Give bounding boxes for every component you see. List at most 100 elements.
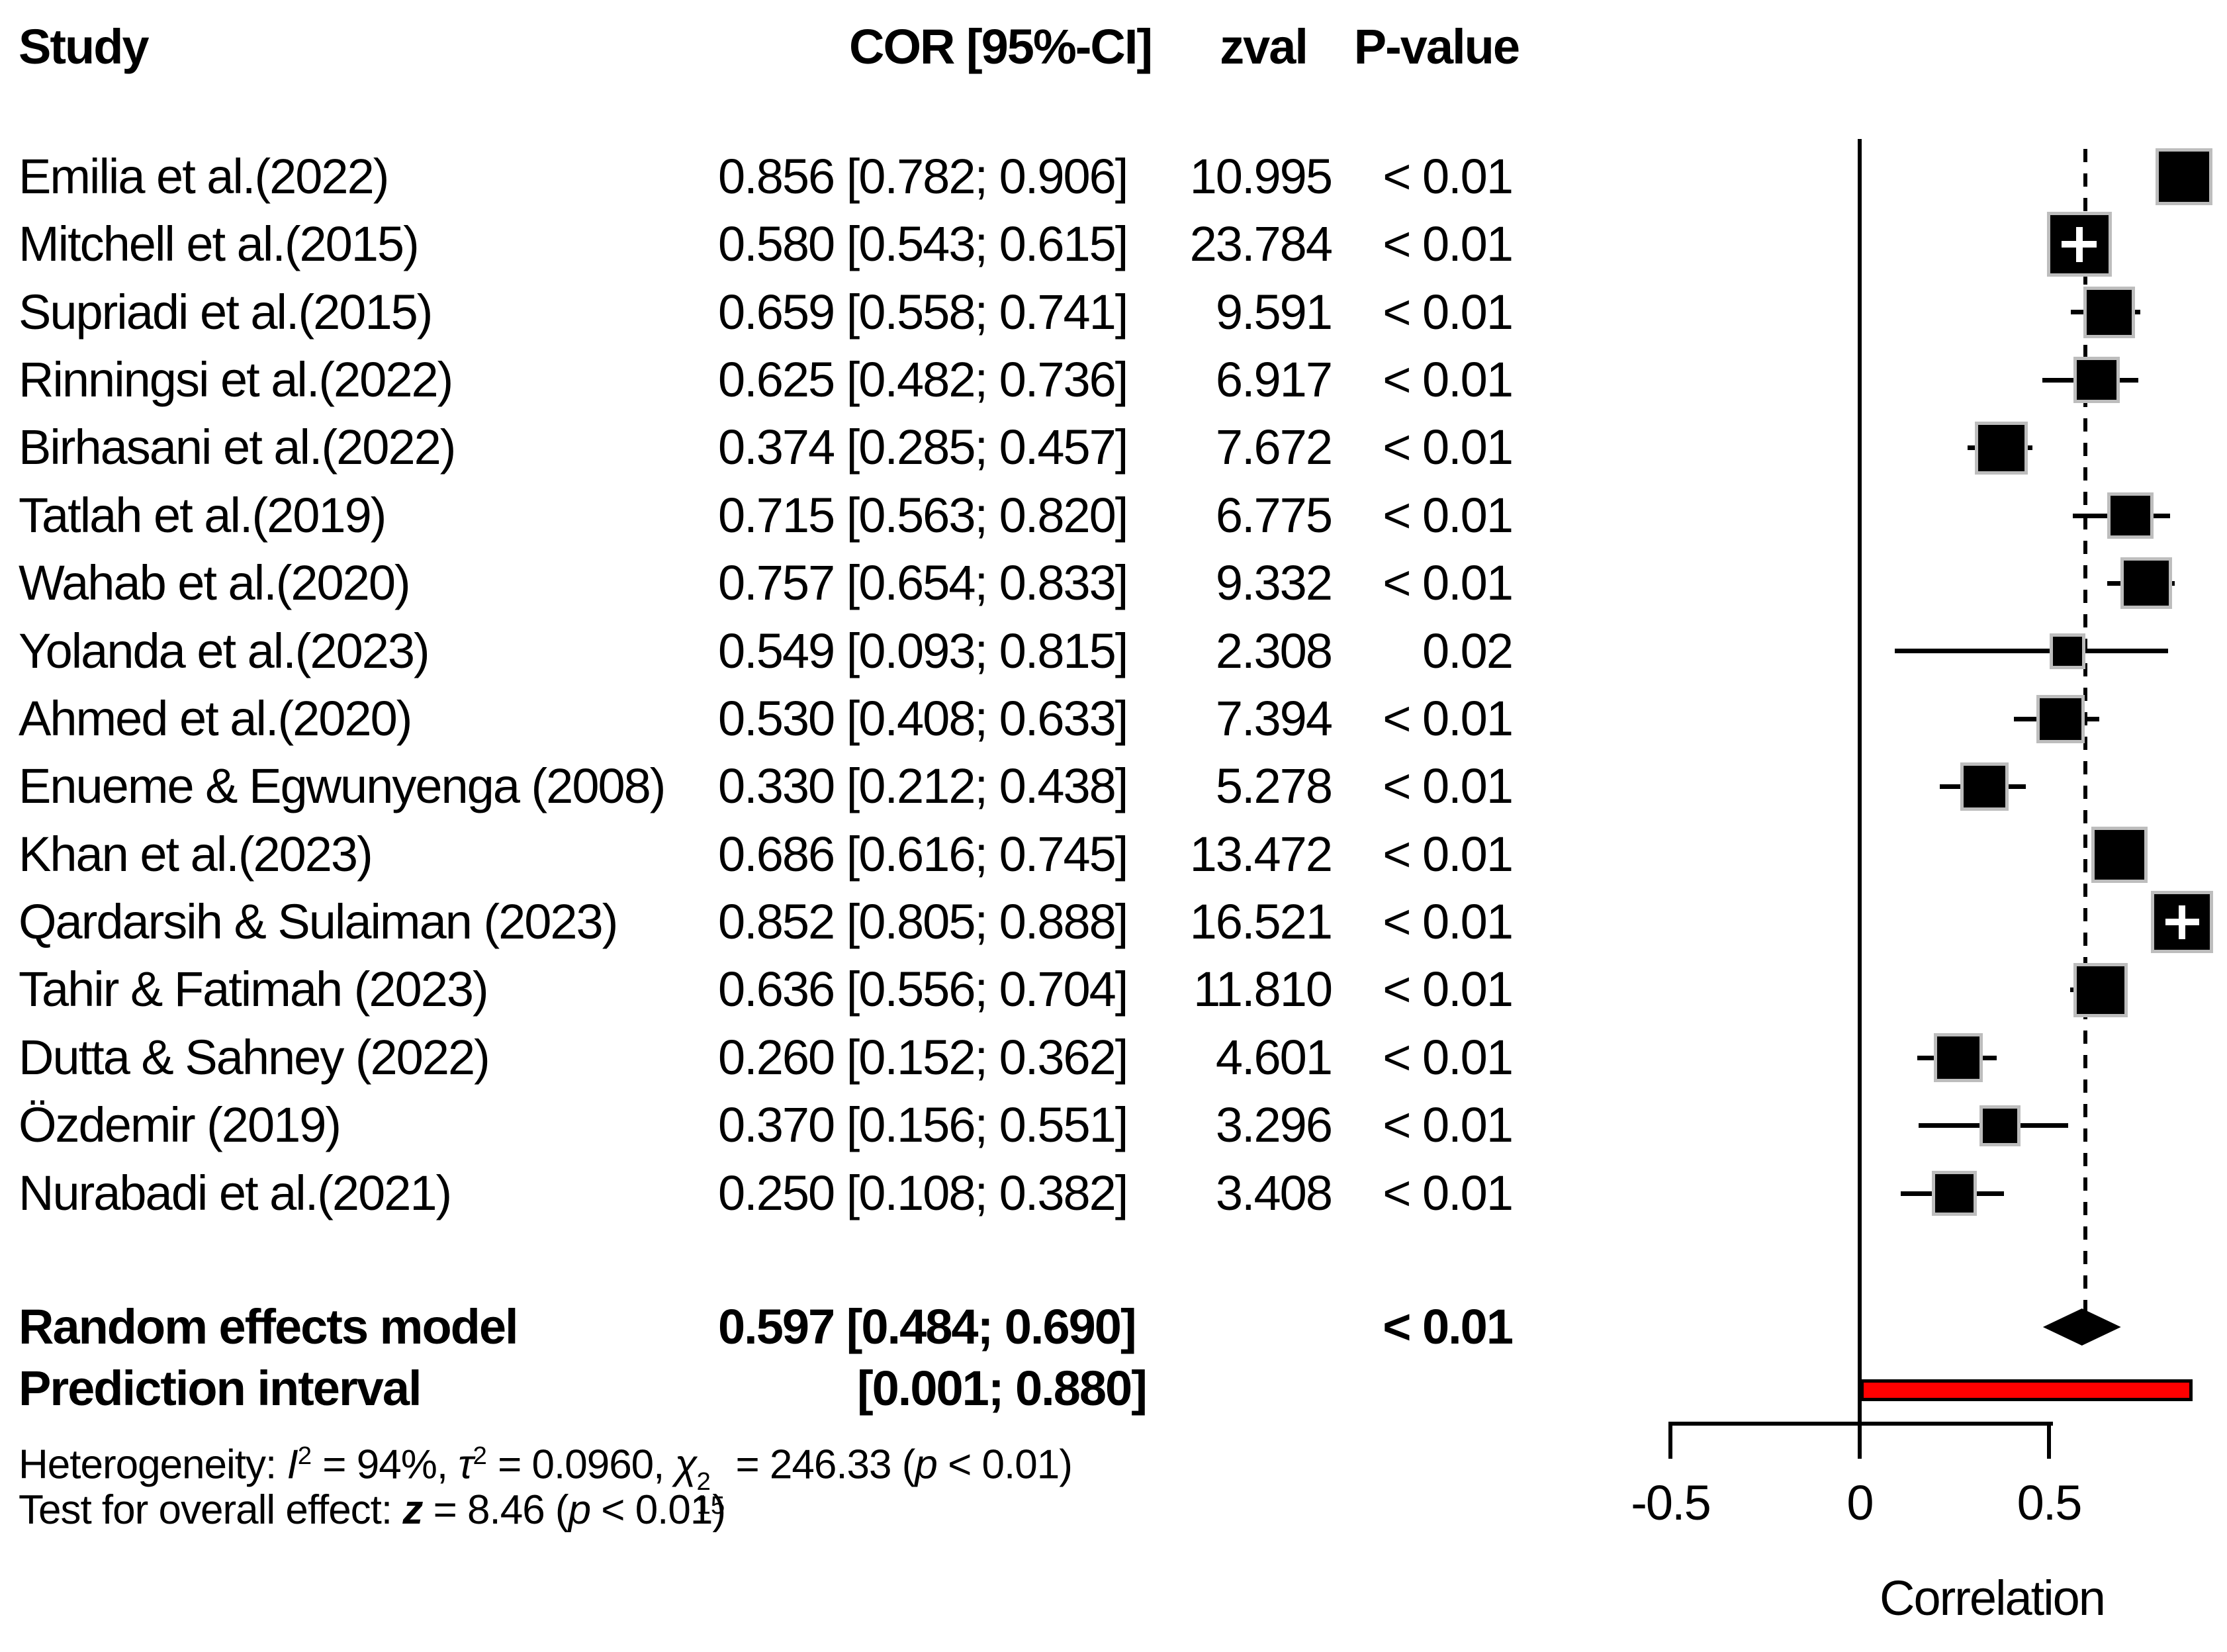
ci-whisker — [1895, 649, 2169, 654]
study-weight-square — [2155, 148, 2212, 205]
study-weight-square — [2083, 286, 2135, 338]
study-pvalue: < 0.01 — [1383, 894, 1514, 949]
study-zval: 11.810 — [1193, 962, 1333, 1017]
column-header-cor-ci: COR [95%-CI] — [849, 19, 1153, 74]
study-cor-ci: 0.625 [0.482; 0.736] — [718, 352, 1128, 407]
study-pvalue: < 0.01 — [1383, 488, 1514, 543]
study-pvalue: < 0.01 — [1383, 691, 1514, 746]
study-name: Wahab et al.(2020) — [19, 555, 411, 610]
study-zval: 6.775 — [1215, 488, 1333, 543]
study-weight-square — [1974, 421, 2028, 475]
study-pvalue: < 0.01 — [1383, 1097, 1514, 1152]
column-header-zval: zval — [1220, 19, 1308, 74]
study-cor-ci: 0.757 [0.654; 0.833] — [718, 555, 1128, 610]
study-pvalue: < 0.01 — [1383, 758, 1514, 813]
study-cor-ci: 0.374 [0.285; 0.457] — [718, 420, 1128, 475]
study-pvalue: < 0.01 — [1383, 827, 1514, 882]
study-pvalue: 0.02 — [1422, 623, 1514, 678]
study-name: Supriadi et al.(2015) — [19, 285, 433, 340]
summary-label: Random effects model — [19, 1299, 519, 1354]
study-weight-square — [2107, 492, 2154, 539]
study-cor-ci: 0.636 [0.556; 0.704] — [718, 962, 1128, 1017]
study-zval: 6.917 — [1215, 352, 1333, 407]
study-name: Rinningsi et al.(2022) — [19, 352, 453, 407]
x-axis-tick-label: 0.5 — [2017, 1475, 2083, 1530]
x-axis-tick — [1858, 1422, 1862, 1459]
x-axis-tick-label: -0.5 — [1631, 1475, 1711, 1530]
study-name: Dutta & Sahney (2022) — [19, 1030, 490, 1085]
study-pvalue: < 0.01 — [1383, 420, 1514, 475]
study-name: Tatlah et al.(2019) — [19, 488, 386, 543]
study-cor-ci: 0.530 [0.408; 0.633] — [718, 691, 1128, 746]
study-zval: 7.394 — [1215, 691, 1333, 746]
study-weight-square — [2046, 212, 2112, 277]
study-cor-ci: 0.260 [0.152; 0.362] — [718, 1030, 1128, 1085]
study-cor-ci: 0.686 [0.616; 0.745] — [718, 827, 1128, 882]
summary-pvalue: < 0.01 — [1383, 1299, 1514, 1354]
prediction-label: Prediction interval — [19, 1361, 422, 1416]
study-name: Emilia et al.(2022) — [19, 149, 389, 204]
study-zval: 4.601 — [1215, 1030, 1333, 1085]
study-name: Nurabadi et al.(2021) — [19, 1166, 452, 1220]
study-weight-square — [1960, 762, 2009, 811]
study-weight-square — [1979, 1105, 2021, 1146]
x-axis-tick — [1668, 1422, 1672, 1459]
study-zval: 23.784 — [1189, 216, 1333, 271]
study-weight-square — [2151, 891, 2214, 954]
study-pvalue: < 0.01 — [1383, 149, 1514, 204]
random-effects-diamond — [2042, 1308, 2121, 1346]
x-axis-line — [1670, 1422, 2053, 1426]
study-name: Qardarsih & Sulaiman (2023) — [19, 894, 618, 949]
study-zval: 9.332 — [1215, 555, 1333, 610]
column-header-study: Study — [19, 19, 150, 74]
zero-reference-line — [1858, 139, 1862, 1422]
study-cor-ci: 0.549 [0.093; 0.815] — [718, 623, 1128, 678]
prediction-interval: [0.001; 0.880] — [857, 1361, 1148, 1416]
study-pvalue: < 0.01 — [1383, 1166, 1514, 1220]
study-zval: 9.591 — [1215, 285, 1333, 340]
x-axis-tick-label: 0 — [1846, 1475, 1874, 1530]
column-header-pvalue: P-value — [1353, 19, 1520, 74]
study-zval: 10.995 — [1189, 149, 1333, 204]
x-axis-title: Correlation — [1880, 1571, 2106, 1626]
study-name: Tahir & Fatimah (2023) — [19, 962, 489, 1017]
study-name: Ahmed et al.(2020) — [19, 691, 412, 746]
study-name: Özdemir (2019) — [19, 1097, 341, 1152]
study-name: Birhasani et al.(2022) — [19, 420, 456, 475]
study-cor-ci: 0.250 [0.108; 0.382] — [718, 1166, 1128, 1220]
study-pvalue: < 0.01 — [1383, 1030, 1514, 1085]
estimate-cross-icon — [2075, 226, 2083, 262]
study-zval: 3.296 — [1215, 1097, 1333, 1152]
study-cor-ci: 0.330 [0.212; 0.438] — [718, 758, 1128, 813]
estimate-cross-icon — [2179, 905, 2186, 939]
study-cor-ci: 0.856 [0.782; 0.906] — [718, 149, 1128, 204]
study-zval: 5.278 — [1215, 758, 1333, 813]
study-weight-square — [2120, 557, 2172, 610]
study-cor-ci: 0.852 [0.805; 0.888] — [718, 894, 1128, 949]
study-cor-ci: 0.580 [0.543; 0.615] — [718, 216, 1128, 271]
study-weight-square — [2036, 694, 2085, 743]
study-cor-ci: 0.715 [0.563; 0.820] — [718, 488, 1128, 543]
study-name: Yolanda et al.(2023) — [19, 623, 430, 678]
pooled-estimate-dashed-line — [2083, 149, 2088, 1314]
study-weight-square — [1933, 1033, 1983, 1083]
summary-cor-ci: 0.597 [0.484; 0.690] — [718, 1299, 1137, 1354]
study-name: Khan et al.(2023) — [19, 827, 373, 882]
study-pvalue: < 0.01 — [1383, 285, 1514, 340]
x-axis-tick — [2047, 1422, 2051, 1459]
study-zval: 7.672 — [1215, 420, 1333, 475]
study-zval: 2.308 — [1215, 623, 1333, 678]
study-name: Mitchell et al.(2015) — [19, 216, 420, 271]
study-zval: 13.472 — [1189, 827, 1333, 882]
study-weight-square — [2050, 633, 2086, 669]
study-zval: 16.521 — [1189, 894, 1333, 949]
study-weight-square — [2091, 826, 2148, 883]
study-weight-square — [2073, 357, 2120, 404]
study-pvalue: < 0.01 — [1383, 555, 1514, 610]
study-name: Enueme & Egwunyenga (2008) — [19, 758, 666, 813]
study-pvalue: < 0.01 — [1383, 352, 1514, 407]
study-weight-square — [1932, 1171, 1977, 1216]
study-pvalue: < 0.01 — [1383, 216, 1514, 271]
prediction-interval-bar — [1860, 1379, 2193, 1401]
